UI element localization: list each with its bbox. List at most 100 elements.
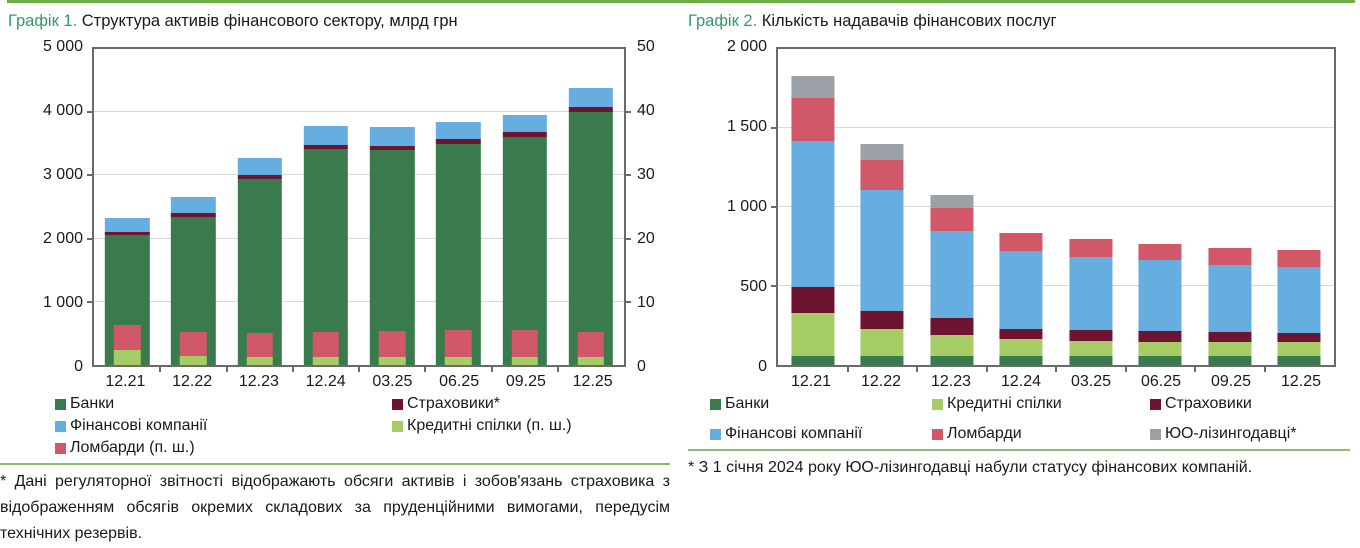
y-axis-label: 2 000 bbox=[42, 230, 83, 247]
chart-2-footnote: * З 1 січня 2024 року ЮО-лізингодавці на… bbox=[688, 459, 1253, 476]
bar-segment bbox=[171, 212, 216, 218]
legend-label: ЮО-лізингодавці* bbox=[1165, 425, 1297, 442]
x-axis-label: 09.25 bbox=[505, 373, 546, 390]
bar-segment bbox=[999, 232, 1043, 251]
legend-item: ЮО-лізингодавці* bbox=[1150, 424, 1350, 444]
legend-label: Ломбарди (п. ш.) bbox=[70, 439, 195, 456]
x-axis-label: 06.25 bbox=[439, 373, 480, 390]
bar-segment bbox=[568, 88, 614, 108]
chart-2-x-axis-labels: 12.21 12.22 12.23 12.24 03.25 06.25 09.25 12.25 bbox=[776, 372, 1336, 391]
stacked-bar bbox=[930, 49, 974, 365]
x-axis-tick bbox=[985, 367, 988, 372]
gridline bbox=[94, 174, 624, 176]
bar-segment bbox=[436, 122, 481, 139]
x-axis-tick bbox=[1055, 367, 1057, 372]
x-axis-label: 03.25 bbox=[372, 373, 413, 390]
overlay-bar-segment bbox=[113, 350, 141, 365]
chart-1-title-prefix: Графік 1. bbox=[8, 12, 78, 30]
bar-segment bbox=[104, 217, 150, 232]
x-axis-tick bbox=[291, 367, 294, 372]
y-axis-label: 50 bbox=[637, 38, 655, 55]
bar-slot bbox=[492, 49, 558, 365]
bar-slot bbox=[227, 49, 293, 365]
bar-segment bbox=[860, 189, 904, 312]
overlay-bar-segment bbox=[577, 331, 605, 358]
bar-segment bbox=[1277, 356, 1321, 365]
y-axis-label: 10 bbox=[637, 294, 655, 311]
y-axis-tick bbox=[87, 111, 92, 114]
y-axis-label: 5 000 bbox=[42, 38, 83, 55]
chart-panel-1: Графік 1. Структура активів фінансового … bbox=[0, 6, 680, 547]
chart-2-y-axis-left: 2 000 1 500 1 000 500 0 bbox=[688, 38, 776, 375]
bar-segment bbox=[1208, 332, 1252, 343]
bar-segment bbox=[502, 132, 547, 138]
y-axis-tick bbox=[771, 285, 776, 287]
y-axis-tick bbox=[87, 237, 92, 240]
y-axis-tick bbox=[87, 300, 92, 303]
chart-2-plot-wrap: 12.21 12.22 12.23 12.24 03.25 06.25 09.25 12.25 bbox=[771, 47, 1336, 391]
x-axis-tick bbox=[846, 367, 849, 372]
y-axis-label: 40 bbox=[637, 102, 655, 119]
bar-segment bbox=[791, 312, 835, 356]
bar-chart-1: 5 000 4 000 3 000 2 000 1 000 0 12.21 12.22 12.… bbox=[8, 38, 670, 391]
bar-segment bbox=[1277, 267, 1321, 333]
bar-segment bbox=[1277, 249, 1321, 268]
chart-1-y-axis-right: 50 40 30 20 10 0 bbox=[626, 38, 670, 375]
bar-segment bbox=[930, 318, 974, 336]
legend-marker bbox=[55, 420, 66, 432]
overlay-bar bbox=[113, 49, 141, 365]
chart-1-y-axis-left: 5 000 4 000 3 000 2 000 1 000 0 bbox=[8, 38, 92, 375]
overlay-bar-segment bbox=[378, 356, 406, 365]
stacked-bar bbox=[1069, 49, 1113, 365]
bar-segment bbox=[1208, 264, 1252, 333]
legend-marker bbox=[55, 442, 66, 454]
gridline bbox=[94, 111, 624, 113]
bar-slot bbox=[160, 49, 226, 365]
chart-1-plot-area bbox=[87, 47, 631, 372]
bar-segment bbox=[791, 286, 835, 313]
y-axis-label: 500 bbox=[740, 278, 767, 295]
overlay-bar bbox=[180, 49, 207, 365]
bar-segment bbox=[930, 231, 974, 319]
x-axis-tick bbox=[1194, 367, 1196, 372]
bar-segment bbox=[303, 145, 349, 149]
y-axis-label: 0 bbox=[758, 358, 767, 375]
chart-1-legend: Банки Страховики* Фінансові компанії Кредит… bbox=[55, 394, 670, 458]
bar-segment bbox=[1069, 341, 1113, 356]
bar-segment bbox=[860, 329, 904, 356]
bar-segment bbox=[436, 138, 481, 144]
bar-segment bbox=[1069, 239, 1113, 257]
stacked-bar bbox=[1208, 49, 1252, 365]
bar-segment bbox=[436, 143, 481, 365]
bar-slot bbox=[1195, 49, 1265, 365]
chart-1-footnote: * Дані регуляторної звітності відображаю… bbox=[0, 473, 670, 542]
bar-segment bbox=[791, 355, 835, 365]
chart-2-title-prefix: Графік 2. bbox=[688, 12, 758, 30]
overlay-bar-segment bbox=[445, 330, 472, 357]
stacked-bar bbox=[1277, 49, 1321, 365]
chart-panel-2: Графік 2. Кількість надавачів фінансових… bbox=[680, 6, 1360, 547]
bar-slot bbox=[1265, 49, 1335, 365]
chart-1-title: Графік 1. Структура активів фінансового … bbox=[8, 10, 670, 32]
gridline bbox=[94, 300, 624, 302]
y-axis-label: 0 bbox=[74, 358, 83, 375]
bar-slot bbox=[1126, 49, 1196, 365]
y-axis-label: 1 000 bbox=[726, 198, 767, 215]
x-axis-label: 09.25 bbox=[1210, 373, 1252, 390]
bar-segment bbox=[860, 143, 904, 161]
y-axis-label: 1 500 bbox=[726, 118, 767, 135]
stacked-bar bbox=[791, 49, 835, 365]
top-rule bbox=[7, 0, 1355, 3]
x-axis-tick bbox=[490, 367, 493, 372]
y-axis-tick bbox=[626, 111, 631, 114]
stacked-bar bbox=[436, 49, 481, 365]
bar-segment bbox=[1208, 356, 1252, 365]
bar-slot bbox=[778, 49, 848, 365]
legend-marker bbox=[1150, 398, 1161, 410]
x-axis-tick bbox=[225, 367, 228, 372]
x-axis-tick bbox=[916, 367, 918, 372]
legend-label: Банки bbox=[725, 395, 770, 412]
legend-label: Ломбарди bbox=[947, 425, 1022, 442]
overlay-bar-segment bbox=[511, 356, 538, 365]
bar-slot bbox=[1056, 49, 1126, 365]
